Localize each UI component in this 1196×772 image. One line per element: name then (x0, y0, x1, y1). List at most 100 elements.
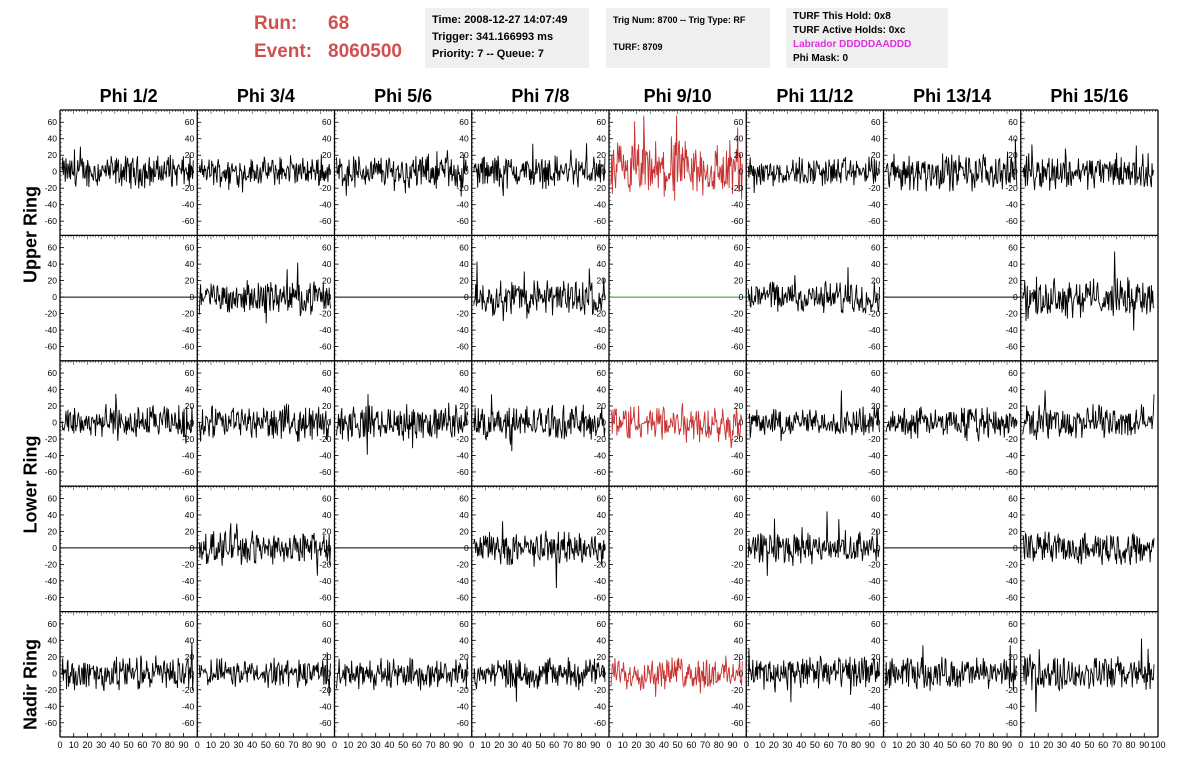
waveform-panel: -60 -40 -20 0 20 40 60 (594, 110, 747, 230)
x-tick-label: 50 (810, 740, 820, 750)
y-tick-label: 60 (185, 243, 195, 253)
waveform-panel: -60 -40 -20 0 20 40 60 (868, 110, 1021, 230)
x-tick-label: 20 (82, 740, 92, 750)
y-tick-label: -40 (182, 325, 195, 335)
y-tick-label: -60 (182, 216, 195, 226)
event-label: Event: (254, 41, 313, 62)
x-tick-label: 30 (96, 740, 106, 750)
x-tick-label: 20 (906, 740, 916, 750)
y-tick-label: 20 (734, 526, 744, 536)
waveform-trace (198, 403, 331, 442)
y-tick-label: -40 (319, 450, 332, 460)
waveform-panel: -60 -40 -20 0 20 40 60 (731, 110, 884, 230)
y-tick-label: -60 (456, 718, 469, 728)
y-tick-label: 20 (871, 276, 881, 286)
y-tick-label: 20 (185, 526, 195, 536)
y-tick-label: -20 (45, 559, 58, 569)
y-tick-label: 60 (322, 493, 332, 503)
y-tick-label: 0 (327, 418, 332, 428)
y-tick-label: 20 (185, 401, 195, 411)
x-tick-label: 10 (480, 740, 490, 750)
x-tick-label: 60 (961, 740, 971, 750)
y-tick-label: -40 (1005, 200, 1018, 210)
x-tick-label: 60 (412, 740, 422, 750)
y-tick-label: 60 (322, 619, 332, 629)
y-tick-label: -60 (45, 216, 58, 226)
y-tick-label: -60 (319, 467, 332, 477)
x-tick-label: 0 (469, 740, 474, 750)
waveform-trace (747, 156, 880, 194)
x-tick-label: 40 (247, 740, 257, 750)
y-tick-label: 20 (322, 526, 332, 536)
waveform-trace (1022, 390, 1155, 440)
waveform-panel: -60 -40 -20 0 20 40 60 (45, 360, 198, 481)
y-tick-label: -60 (731, 216, 744, 226)
y-tick-label: 40 (1008, 259, 1018, 269)
x-tick-label: 70 (700, 740, 710, 750)
x-tick-label: 20 (769, 740, 779, 750)
y-tick-label: 0 (1013, 668, 1018, 678)
waveform-panel: -60 -40 -20 0 20 40 60 (594, 235, 747, 356)
event-value: 8060500 (328, 41, 402, 62)
y-tick-label: 60 (48, 368, 58, 378)
y-tick-label: 40 (871, 635, 881, 645)
y-tick-label: -60 (45, 467, 58, 477)
y-tick-label: -40 (594, 325, 607, 335)
trig-num-text: Trig Num: 8700 -- Trig Type: RF (613, 15, 746, 25)
time-text: Time: 2008-12-27 14:07:49 (432, 14, 568, 26)
y-tick-label: 20 (871, 526, 881, 536)
y-tick-label: 0 (190, 167, 195, 177)
run-event-box: Run: 68 Event: 8060500 (254, 10, 402, 66)
run-value: 68 (328, 13, 350, 34)
x-tick-label: 90 (1002, 740, 1012, 750)
x-tick-label: 50 (1084, 740, 1094, 750)
y-tick-label: 40 (597, 635, 607, 645)
y-tick-label: 40 (322, 134, 332, 144)
y-tick-label: 0 (464, 292, 469, 302)
y-tick-label: -40 (45, 200, 58, 210)
waveform-panel: -60 -40 -20 0 20 40 60 (45, 486, 198, 606)
waveform-trace (747, 647, 880, 703)
y-tick-label: -20 (319, 183, 332, 193)
y-tick-label: 60 (459, 619, 469, 629)
phi-column-title: Phi 5/6 (374, 86, 433, 106)
waveform-panel: -60 -40 -20 0 20 40 60 (319, 611, 472, 732)
y-tick-label: -40 (182, 450, 195, 460)
y-tick-label: 40 (871, 385, 881, 395)
x-tick-label: 50 (124, 740, 134, 750)
y-tick-label: 20 (1008, 150, 1018, 160)
x-tick-label: 10 (69, 740, 79, 750)
waveform-trace (61, 146, 194, 189)
y-tick-label: -20 (456, 183, 469, 193)
x-tick-label: 0 (606, 740, 611, 750)
x-tick-label: 0 (57, 740, 62, 750)
y-tick-label: 0 (464, 418, 469, 428)
x-tick-label: 90 (316, 740, 326, 750)
y-tick-label: 20 (459, 150, 469, 160)
y-tick-label: -20 (1005, 685, 1018, 695)
x-tick-label: 100 (1150, 740, 1165, 750)
y-tick-label: -40 (1005, 325, 1018, 335)
y-tick-label: 0 (601, 418, 606, 428)
y-tick-label: -60 (731, 342, 744, 352)
waveform-trace (885, 406, 1018, 442)
run-label: Run: (254, 13, 298, 34)
y-tick-label: 20 (597, 526, 607, 536)
y-tick-label: -20 (45, 685, 58, 695)
waveform-trace (198, 262, 331, 324)
turf-info-box: TURF This Hold: 0x8 TURF Active Holds: 0… (786, 8, 948, 68)
phi-column-title: Phi 13/14 (913, 86, 992, 106)
y-tick-label: 0 (327, 167, 332, 177)
y-tick-label: 60 (1008, 619, 1018, 629)
waveform-trace (336, 657, 469, 691)
y-tick-label: -60 (456, 467, 469, 477)
y-tick-label: -20 (319, 434, 332, 444)
y-tick-label: 20 (322, 652, 332, 662)
y-tick-label: 60 (1008, 368, 1018, 378)
y-tick-label: 20 (871, 652, 881, 662)
y-tick-label: -60 (1005, 592, 1018, 602)
y-tick-label: 20 (871, 401, 881, 411)
y-tick-label: -40 (45, 701, 58, 711)
y-tick-label: -20 (594, 434, 607, 444)
